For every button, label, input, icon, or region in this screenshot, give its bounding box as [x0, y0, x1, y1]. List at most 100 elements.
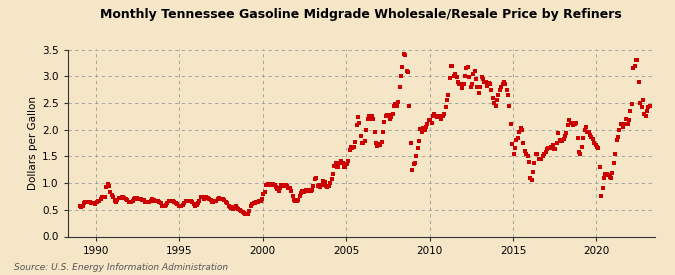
Point: [88, 201, 99, 206]
Point: [546, 145, 557, 150]
Point: [380, 114, 391, 119]
Point: [628, 66, 639, 70]
Point: [280, 183, 291, 187]
Point: [157, 203, 167, 208]
Point: [137, 197, 148, 202]
Point: [547, 142, 558, 147]
Point: [421, 125, 431, 129]
Point: [503, 93, 514, 97]
Point: [550, 147, 561, 152]
Point: [369, 130, 380, 134]
Point: [464, 75, 475, 79]
Point: [553, 131, 564, 136]
Point: [634, 101, 645, 105]
Point: [540, 150, 551, 154]
Point: [502, 87, 512, 92]
Point: [302, 188, 313, 192]
Point: [172, 202, 183, 207]
Point: [289, 198, 300, 202]
Point: [243, 211, 254, 216]
Point: [92, 199, 103, 203]
Point: [87, 201, 98, 206]
Point: [603, 173, 614, 177]
Point: [187, 200, 198, 205]
Point: [258, 192, 269, 196]
Point: [431, 114, 441, 119]
Point: [255, 199, 266, 203]
Point: [604, 174, 615, 179]
Point: [306, 188, 317, 192]
Point: [197, 195, 208, 199]
Point: [575, 152, 586, 156]
Point: [166, 199, 177, 204]
Point: [466, 82, 477, 86]
Point: [333, 164, 344, 169]
Point: [184, 199, 195, 203]
Point: [325, 181, 335, 185]
Point: [268, 182, 279, 186]
Point: [536, 157, 547, 161]
Point: [446, 63, 456, 68]
Point: [543, 146, 554, 150]
Point: [595, 165, 605, 169]
Text: Monthly Tennessee Gasoline Midgrade Wholesale/Resale Price by Refiners: Monthly Tennessee Gasoline Midgrade Whol…: [101, 8, 622, 21]
Point: [200, 195, 211, 200]
Point: [622, 122, 633, 127]
Point: [483, 81, 494, 85]
Point: [537, 154, 548, 159]
Point: [454, 82, 465, 86]
Point: [216, 196, 227, 201]
Point: [317, 183, 327, 187]
Point: [404, 103, 414, 108]
Point: [154, 200, 165, 204]
Point: [494, 87, 505, 92]
Point: [144, 200, 155, 205]
Text: Source: U.S. Energy Information Administration: Source: U.S. Energy Information Administ…: [14, 263, 227, 272]
Point: [155, 201, 166, 206]
Point: [556, 139, 566, 144]
Point: [448, 74, 459, 78]
Point: [605, 175, 616, 180]
Point: [383, 113, 394, 117]
Point: [318, 179, 329, 184]
Point: [134, 196, 145, 201]
Point: [339, 165, 350, 169]
Point: [183, 199, 194, 204]
Point: [427, 114, 438, 119]
Point: [209, 199, 220, 203]
Point: [76, 204, 86, 209]
Point: [205, 198, 216, 202]
Point: [499, 79, 510, 84]
Point: [518, 141, 529, 145]
Point: [453, 79, 464, 84]
Point: [284, 186, 295, 191]
Point: [511, 138, 522, 142]
Point: [94, 199, 105, 203]
Point: [539, 152, 549, 156]
Point: [393, 100, 404, 104]
Point: [564, 118, 574, 122]
Point: [621, 117, 632, 121]
Point: [614, 127, 624, 132]
Point: [608, 161, 619, 165]
Point: [256, 197, 267, 201]
Point: [194, 199, 205, 203]
Point: [351, 123, 362, 128]
Point: [240, 211, 250, 216]
Point: [520, 152, 531, 156]
Point: [196, 195, 207, 200]
Point: [375, 142, 385, 147]
Point: [407, 167, 418, 172]
Point: [211, 199, 221, 203]
Point: [469, 69, 480, 73]
Point: [329, 164, 340, 168]
Point: [436, 117, 447, 121]
Point: [190, 203, 200, 208]
Point: [568, 123, 579, 128]
Point: [633, 79, 644, 84]
Point: [422, 122, 433, 127]
Point: [367, 114, 377, 119]
Point: [213, 196, 224, 200]
Point: [408, 162, 419, 167]
Point: [519, 149, 530, 153]
